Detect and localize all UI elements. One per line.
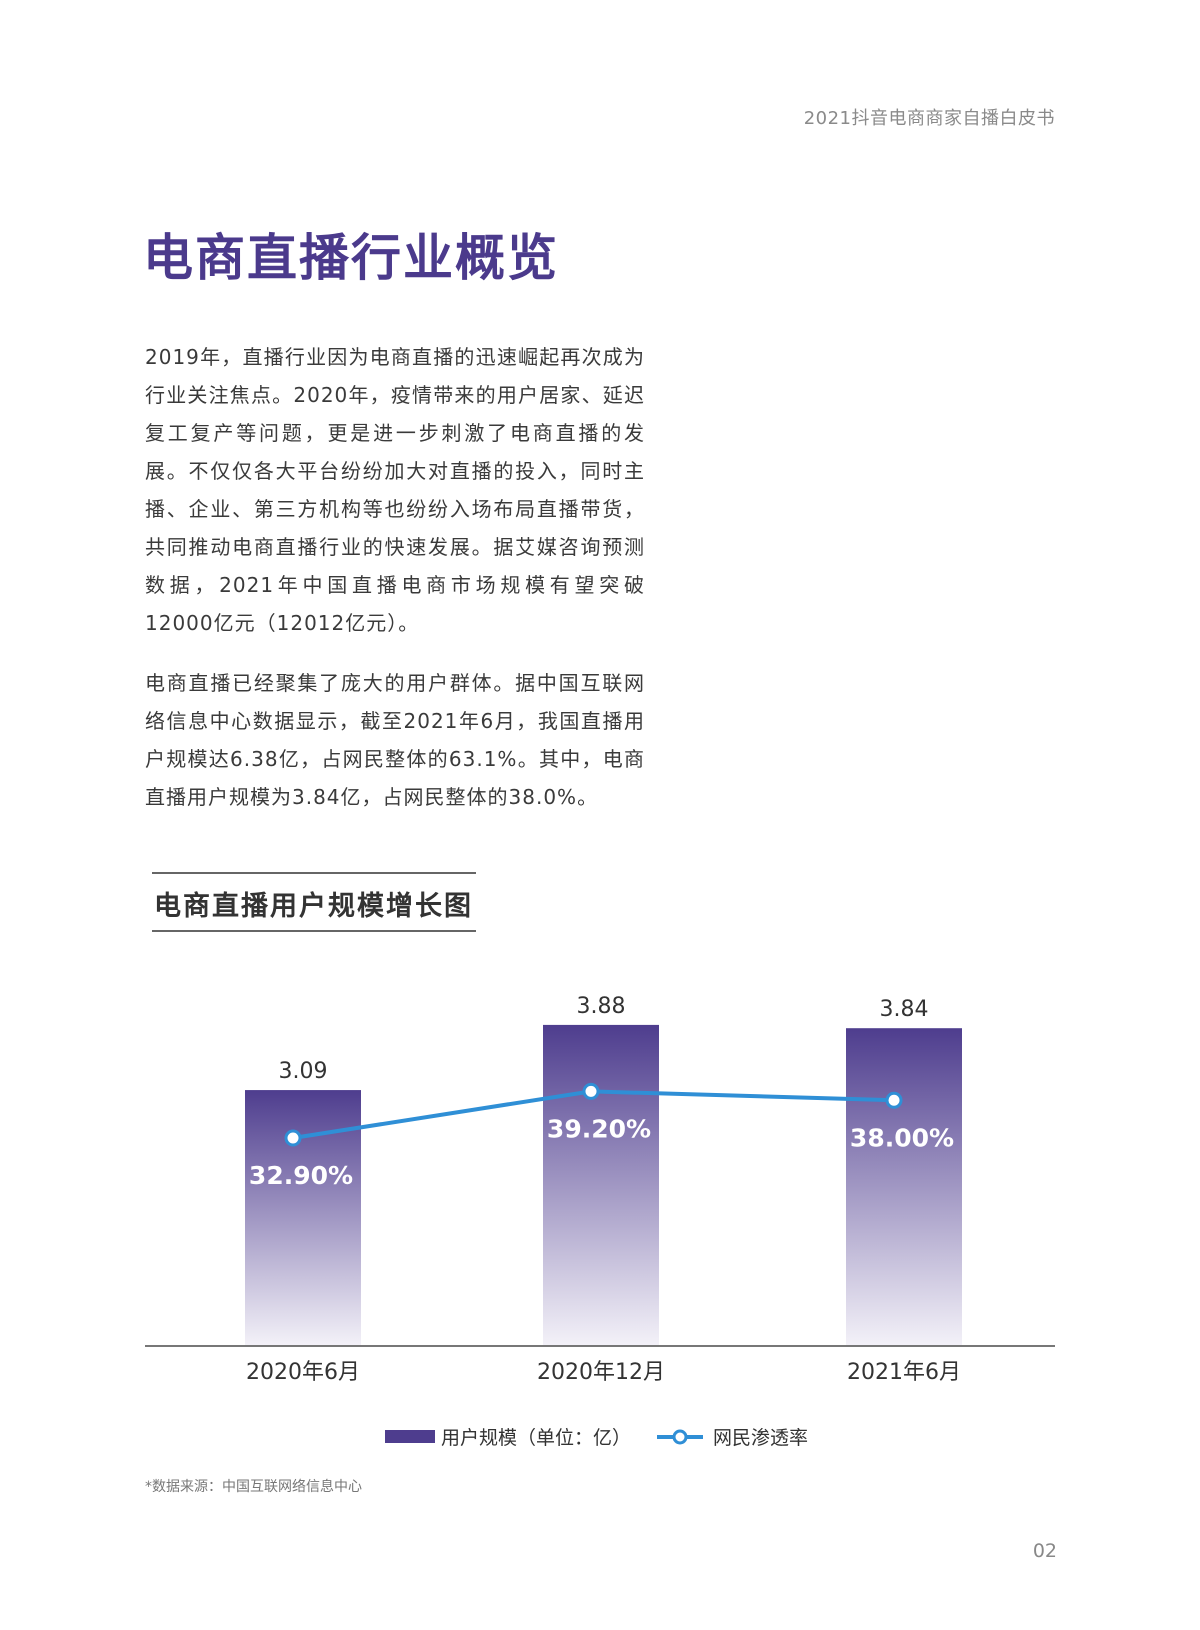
page-number: 02 xyxy=(1032,1540,1057,1562)
legend-line-swatch xyxy=(657,1429,704,1444)
penetration-value-labels: 32.90% 39.20% 38.00% xyxy=(249,1114,954,1190)
penetration-point-2 xyxy=(582,1082,600,1100)
bar-3 xyxy=(846,1028,962,1345)
intro-paragraph: 2019年，直播行业因为电商直播的迅速崛起再次成为行业关注焦点。2020年，疫情… xyxy=(145,345,645,635)
penetration-value-label-2: 39.20% xyxy=(547,1114,651,1143)
document-header-title: 2021抖音电商商家自播白皮书 xyxy=(803,108,1055,129)
bar-1 xyxy=(245,1090,361,1345)
legend-line-label: 网民渗透率 xyxy=(713,1427,809,1449)
bar-value-label-1: 3.09 xyxy=(279,1059,328,1084)
bars-layer xyxy=(245,1024,962,1345)
penetration-point-3 xyxy=(885,1091,903,1109)
legend-bar-swatch xyxy=(385,1430,435,1443)
bar-value-label-2: 3.88 xyxy=(577,994,626,1019)
bar-value-labels: 3.09 3.88 3.84 xyxy=(279,994,929,1084)
penetration-line-layer xyxy=(284,1082,903,1147)
x-axis-tick-labels: 2020年6月 2020年12月 2021年6月 xyxy=(246,1360,961,1385)
bar-value-label-3: 3.84 xyxy=(880,997,929,1022)
data-source-note: *数据来源：中国互联网络信息中心 xyxy=(145,1479,362,1495)
penetration-value-label-1: 32.90% xyxy=(249,1161,353,1190)
chart-title: 电商直播用户规模增长图 xyxy=(154,891,473,922)
user-scale-paragraph: 电商直播已经聚集了庞大的用户群体。据中国互联网络信息中心数据显示，截至2021年… xyxy=(145,671,645,809)
x-tick-label-1: 2020年6月 xyxy=(246,1360,360,1385)
bar-2 xyxy=(543,1024,659,1345)
chart-title-frame: 电商直播用户规模增长图 xyxy=(152,872,476,932)
penetration-value-label-3: 38.00% xyxy=(850,1123,954,1152)
chart-legend: 用户规模（单位：亿） 网民渗透率 xyxy=(385,1423,808,1450)
x-tick-label-2: 2020年12月 xyxy=(537,1360,665,1385)
x-tick-label-3: 2021年6月 xyxy=(847,1360,961,1385)
page-title: 电商直播行业概览 xyxy=(143,229,559,287)
legend-bar-label: 用户规模（单位：亿） xyxy=(441,1427,632,1449)
penetration-point-1 xyxy=(284,1129,302,1147)
